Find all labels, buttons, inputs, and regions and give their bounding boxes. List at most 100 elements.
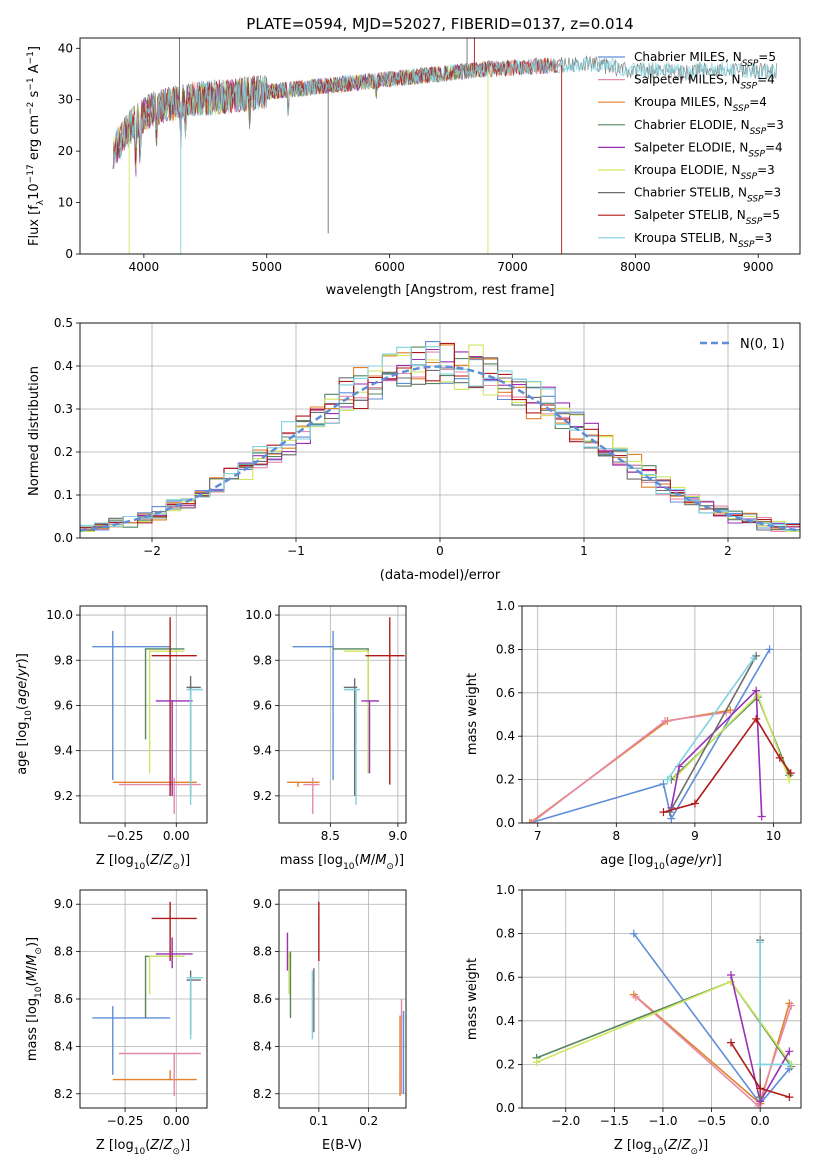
axes-frame [79,889,208,1109]
x-tick-label: 5000 [251,260,282,274]
errorbar-kroupa_stelib [186,976,203,1040]
axis-ticks: −0.25 0.00 9.2 9.4 9.6 9.8 10.0 [46,608,189,843]
point-marker [667,814,676,823]
errorbar-salpeter_elodie [155,937,193,969]
axes-frame [278,605,407,824]
legend-text: SSP [742,59,759,69]
y-axis-label: mass weight [465,673,480,755]
label-part: −2 [26,102,36,115]
point-marker [756,1093,765,1102]
label-part: 10 [34,986,44,998]
axes-frame [79,322,801,539]
legend-text: SSP [750,127,767,137]
panel-massweight_vs_Z: −2.0 −1.5 −1.0 −0.5 0.0 0.0 0.2 0.4 0.6 0.8 1.0 Z [… [465,883,802,1157]
x-tick-label: 1 [580,544,588,558]
series-line-salpeter_elodie [670,688,763,817]
label-part: −1 [26,77,36,90]
y-tick-label: 8.2 [54,1087,73,1101]
data-point [313,979,315,981]
x-tick-label: 0.00 [163,1114,190,1128]
data-point [169,654,171,657]
legend-text: Salpeter STELIB, N [634,208,746,222]
label-part: ⊙ [34,947,44,955]
grid [522,605,801,824]
label-part: Z [log [614,1138,652,1153]
legend-text: SSP [738,240,755,250]
point-marker [785,1060,794,1069]
label-part: )] [698,1138,708,1153]
legend-text: =3 [754,231,772,245]
label-part: )] [25,937,40,947]
label-part: Z [149,853,160,868]
point-marker [756,1084,765,1093]
data-point [111,1017,114,1019]
y-tick-label: 9.2 [54,789,73,803]
errorbar-chabrier_elodie [333,648,369,774]
label-part: ( [355,853,360,868]
panel-mass_vs_Z: −0.25 0.008.28.48.68.89.0Z [log10(Z/Z⊙)]m… [25,889,208,1157]
y-axis-label: age [log10(age/yr)] [15,653,34,775]
data-point [173,783,176,786]
point-marker [752,686,761,695]
spectrum-line-salpeter_stelib [112,57,562,169]
legend-text: SSP [741,172,758,182]
legend-text: Kroupa ELODIE, N [634,163,741,177]
x-tick-label: 9000 [743,260,774,274]
y-tick-label: 0.4 [54,359,73,373]
errorbar-kroupa_elodie [148,650,185,774]
axis-ticks: −2.0 −1.5 −1.0 −0.5 0.0 0.0 0.2 0.4 0.6 0.8 1.0 [496,883,770,1128]
errorbar-salpeter_miles [303,777,320,814]
x-tick-label: 8000 [620,260,651,274]
label-part: 10 [24,710,34,722]
legend-text: Kroupa MILES, N [634,95,733,109]
y-tick-label: 0.3 [54,402,73,416]
label-part: mass [log [280,853,343,868]
errorbar-kroupa_miles [112,781,197,784]
data-point [332,645,334,648]
legend-entry: Kroupa MILES, NSSP=4 [634,95,767,114]
label-part: yr [15,662,30,678]
x-tick-label: −2.0 [551,1114,580,1128]
point-marker [754,1101,763,1108]
errorbar-salpeter_stelib [365,617,405,785]
errorbar-chabrier_stelib [186,970,201,1035]
label-part: M [25,955,40,966]
label-part: Z [681,1138,692,1153]
data-point [288,955,290,958]
x-tick-label: 9.0 [388,829,407,843]
axes-frame [278,889,407,1109]
grid [80,890,207,1108]
label-part: age [log [600,853,653,868]
point-marker [786,769,795,778]
label-part: ⊙ [172,862,180,872]
errorbar-kroupa_miles [399,1015,401,1097]
errorbar-chabrier_stelib [343,678,358,796]
data-point [311,783,314,786]
data-point [189,688,192,691]
y-tick-label: 8.8 [253,945,272,959]
plot-area [532,929,796,1108]
legend-entry: Salpeter STELIB, NSSP=5 [634,208,780,227]
data-point [402,1017,405,1019]
y-tick-label: 10.0 [245,608,272,622]
data-point [111,645,114,648]
data-point [353,686,356,689]
label-part: 10 [652,1147,664,1157]
x-tick-label: 0.2 [359,1114,378,1128]
legend-text: Chabrier ELODIE, N [634,118,750,132]
label-part: ( [15,705,30,710]
errorbar-chabrier_elodie [289,951,292,1018]
label-part: 10 [134,1147,146,1157]
y-tick-label: 30 [58,93,73,107]
y-tick-label: 8.4 [253,1039,272,1053]
x-tick-label: −2 [143,544,161,558]
series-line-kroupa_elodie [674,693,790,780]
plot-area [286,901,405,1097]
label-part: / [694,853,699,868]
label-part: mass [log [25,998,40,1061]
grid [279,890,406,1108]
label-part: )] [180,853,190,868]
label-part: ⊙ [690,1147,698,1157]
x-tick-label: 7 [534,829,542,843]
